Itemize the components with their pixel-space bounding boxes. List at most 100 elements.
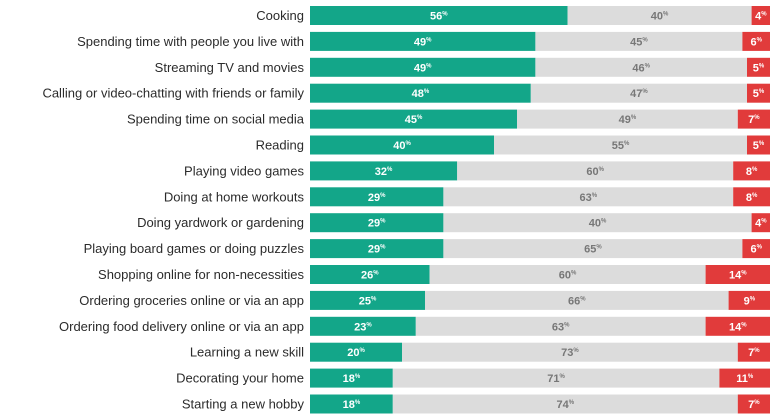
percent-sign: % [426, 63, 432, 69]
category-label: Ordering groceries online or via an app [79, 293, 304, 308]
bar-row: Doing at home workouts 29% 63% 8% [164, 187, 770, 207]
bar-row: Doing yardwork or gardening 29% 40% 4% [137, 213, 770, 233]
bar-segment-decreased [737, 342, 770, 362]
bar-row: Playing board games or doing puzzles 29% 6… [84, 239, 770, 259]
percent-sign: % [599, 167, 605, 173]
bar-row: Starting a new hobby 18% 74% 7% [182, 394, 770, 414]
bar-segment-decreased [751, 6, 770, 25]
bar-row: Reading 40% 55% 5% [256, 135, 770, 155]
percent-sign: % [645, 63, 651, 69]
bar-segment-same [443, 187, 734, 207]
bar-segment-decreased [747, 135, 770, 155]
bar-segment-decreased [733, 187, 770, 207]
bar-segment-same [494, 135, 747, 155]
bar-row: Spending time on social media 45% 49% 7% [127, 109, 770, 129]
percent-sign: % [750, 296, 756, 302]
percent-sign: % [761, 12, 767, 18]
percent-sign: % [380, 193, 386, 199]
bar-segment-increased [310, 239, 444, 259]
percent-sign: % [759, 63, 765, 69]
percent-sign: % [426, 37, 432, 43]
percent-sign: % [754, 115, 760, 121]
bar-segment-increased [310, 265, 430, 284]
category-label: Starting a new hobby [182, 397, 305, 412]
percent-sign: % [754, 348, 760, 354]
bar-row: Learning a new skill 20% 73% 7% [190, 342, 770, 362]
bar-segment-same [415, 316, 706, 336]
percent-sign: % [366, 322, 372, 328]
bar-row: Shopping online for non-necessities 26% 60… [98, 265, 770, 284]
percent-sign: % [752, 167, 758, 173]
percent-sign: % [371, 296, 377, 302]
bar-segment-same [530, 83, 747, 103]
percent-sign: % [624, 141, 630, 147]
category-label: Calling or video-chatting with friends o… [42, 86, 304, 101]
category-label: Playing board games or doing puzzles [84, 241, 305, 256]
bar-segment-increased [310, 57, 536, 77]
bar-segment-decreased [705, 316, 770, 336]
percent-sign: % [757, 37, 763, 43]
bar-segment-increased [310, 109, 517, 129]
bar-row: Ordering groceries online or via an app 2… [79, 290, 770, 310]
category-label: Shopping online for non-necessities [98, 267, 304, 282]
bar-segment-increased [310, 83, 531, 103]
category-label: Playing video games [184, 163, 304, 178]
bar-segment-same [425, 290, 729, 310]
bar-row: Cooking 56% 40% 4% [256, 6, 770, 25]
bar-segment-increased [310, 161, 458, 181]
percent-sign: % [405, 141, 411, 147]
bar-segment-increased [310, 213, 444, 233]
category-label: Ordering food delivery online or via an … [59, 319, 304, 334]
bar-segment-same [457, 161, 734, 181]
category-label: Spending time on social media [127, 112, 305, 127]
bar-segment-increased [310, 290, 425, 310]
bar-segment-decreased [747, 57, 770, 77]
category-label: Reading [256, 138, 304, 153]
bar-segment-decreased [728, 290, 770, 310]
percent-sign: % [759, 141, 765, 147]
bar-segment-same [443, 213, 752, 233]
percent-sign: % [748, 374, 754, 380]
percent-sign: % [560, 374, 566, 380]
percent-sign: % [759, 89, 765, 95]
percent-sign: % [663, 12, 669, 18]
bar-segment-decreased [705, 265, 770, 284]
bar-segment-decreased [747, 83, 770, 103]
category-label: Streaming TV and movies [155, 60, 305, 75]
bar-row: Calling or video-chatting with friends o… [42, 83, 770, 103]
category-label: Doing yardwork or gardening [137, 215, 304, 230]
bar-segment-increased [310, 394, 393, 414]
bar-segment-same [402, 342, 738, 362]
percent-sign: % [373, 271, 379, 277]
bar-segment-decreased [742, 239, 770, 259]
bar-segment-increased [310, 316, 416, 336]
percent-sign: % [359, 348, 365, 354]
bar-segment-increased [310, 135, 494, 155]
percent-sign: % [596, 245, 602, 251]
percent-sign: % [569, 400, 575, 406]
bar-segment-same [567, 6, 752, 25]
percent-sign: % [380, 219, 386, 225]
percent-sign: % [380, 245, 386, 251]
category-label: Doing at home workouts [164, 189, 305, 204]
percent-sign: % [571, 271, 577, 277]
bar-row: Spending time with people you live with 4… [77, 31, 770, 51]
bar-segment-increased [310, 342, 402, 362]
percent-sign: % [741, 322, 747, 328]
percent-sign: % [757, 245, 763, 251]
percent-sign: % [761, 219, 767, 225]
percent-sign: % [417, 115, 423, 121]
bar-segment-decreased [733, 161, 770, 181]
percent-sign: % [752, 193, 758, 199]
bar-row: Playing video games 32% 60% 8% [184, 161, 770, 181]
percent-sign: % [424, 89, 430, 95]
bar-segment-increased [310, 368, 393, 388]
percent-sign: % [754, 400, 760, 406]
bar-segment-increased [310, 31, 536, 51]
category-label: Cooking [256, 8, 304, 23]
percent-sign: % [580, 296, 586, 302]
percent-sign: % [355, 400, 361, 406]
percent-sign: % [631, 115, 637, 121]
percent-sign: % [642, 37, 648, 43]
